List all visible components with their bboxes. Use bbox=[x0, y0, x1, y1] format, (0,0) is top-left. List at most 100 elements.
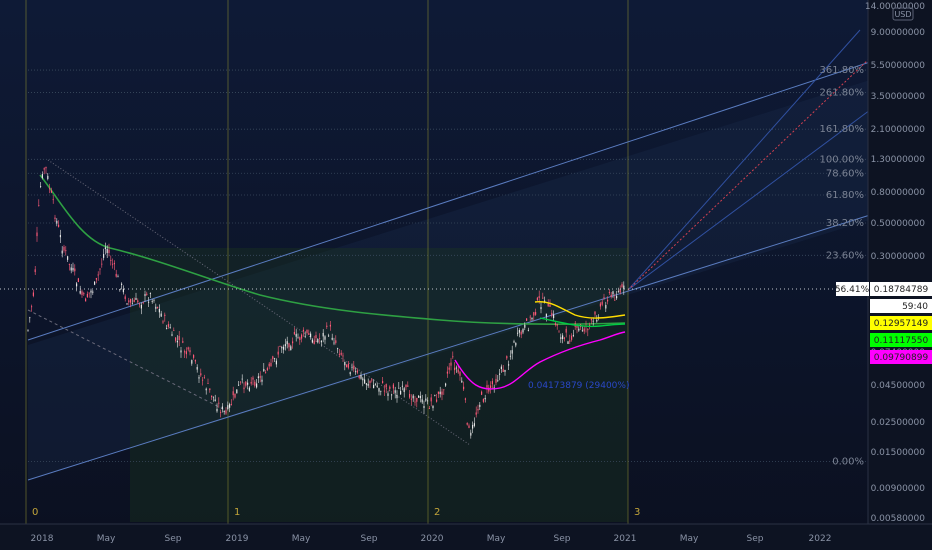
candle-body bbox=[308, 333, 310, 335]
candle-body bbox=[470, 432, 472, 436]
candle-body bbox=[103, 254, 105, 258]
candle-body bbox=[567, 341, 569, 344]
candle-body bbox=[266, 368, 268, 371]
candle-body bbox=[259, 376, 261, 378]
candle-body bbox=[455, 367, 457, 369]
y-tick-label: 14.00000000 bbox=[865, 2, 925, 12]
candle-body bbox=[551, 312, 553, 316]
candle-body bbox=[72, 268, 74, 271]
candle-body bbox=[590, 319, 592, 321]
candle-body bbox=[358, 375, 360, 379]
currency-button[interactable] bbox=[892, 7, 914, 21]
x-tick-label: 2019 bbox=[226, 534, 249, 544]
magenta-ma-box bbox=[870, 350, 932, 364]
candle-body bbox=[511, 350, 513, 354]
fib-percent-label: 56.41% bbox=[835, 285, 870, 295]
candle-body bbox=[301, 334, 303, 339]
x-tick-label: May bbox=[487, 534, 506, 544]
green-moving-average bbox=[539, 317, 626, 328]
candle-body bbox=[77, 278, 79, 283]
candle-body bbox=[452, 356, 454, 358]
candle-body bbox=[38, 205, 40, 206]
fib-diagonal-a bbox=[627, 29, 861, 291]
y-axis-panel[interactable] bbox=[868, 0, 932, 524]
candle-body bbox=[113, 263, 115, 265]
candle-body bbox=[252, 377, 254, 380]
candle-body bbox=[133, 299, 135, 303]
candle-body bbox=[135, 298, 137, 300]
green-ma-box bbox=[870, 333, 932, 347]
candle-body bbox=[169, 327, 171, 329]
candle-body bbox=[211, 395, 213, 398]
candle-body bbox=[59, 235, 61, 238]
x-tick-label: 2021 bbox=[614, 534, 637, 544]
candle-body bbox=[603, 297, 605, 299]
candle-body bbox=[340, 352, 342, 355]
candle-body bbox=[441, 391, 443, 395]
candle-body bbox=[475, 412, 477, 415]
candle-body bbox=[353, 365, 355, 370]
candle-body bbox=[265, 372, 267, 374]
candle-body bbox=[506, 356, 508, 359]
candle-body bbox=[502, 369, 504, 372]
candle-body bbox=[299, 337, 301, 341]
candle-body bbox=[277, 351, 279, 355]
last-price-box bbox=[870, 282, 932, 296]
candle-body bbox=[63, 246, 65, 251]
candle-body bbox=[576, 326, 578, 328]
candle-body bbox=[67, 256, 69, 260]
candle-body bbox=[212, 396, 214, 398]
candle-body bbox=[302, 329, 304, 332]
candle-body bbox=[437, 391, 439, 394]
candle-body bbox=[27, 329, 29, 331]
candle-body bbox=[371, 379, 373, 381]
candle-body bbox=[178, 336, 180, 341]
candle-body bbox=[49, 188, 51, 190]
cycle-label: 1 bbox=[234, 507, 240, 518]
candle-body bbox=[207, 383, 209, 384]
candle-body bbox=[162, 321, 164, 323]
candle-body bbox=[428, 408, 430, 410]
candle-body bbox=[313, 340, 315, 345]
candle-body bbox=[306, 329, 308, 333]
candle-body bbox=[565, 328, 567, 333]
candle-body bbox=[473, 423, 475, 426]
x-tick-label: May bbox=[680, 534, 699, 544]
candle-body bbox=[92, 291, 94, 293]
x-axis-panel[interactable] bbox=[0, 524, 932, 550]
candle-body bbox=[202, 379, 204, 381]
candle-body bbox=[153, 299, 155, 301]
candle-body bbox=[493, 387, 495, 389]
x-tick-label: 2020 bbox=[421, 534, 444, 544]
candle-body bbox=[194, 360, 196, 362]
candle-body bbox=[144, 294, 146, 296]
fib-level-label: 161.80% bbox=[820, 124, 865, 135]
candle-body bbox=[486, 385, 488, 388]
candle-body bbox=[414, 401, 416, 403]
candle-body bbox=[304, 335, 306, 337]
magenta-moving-average bbox=[454, 331, 626, 390]
candle-body bbox=[396, 395, 398, 399]
x-tick-label: 2022 bbox=[809, 534, 832, 544]
candle-body bbox=[392, 384, 394, 389]
candle-body bbox=[482, 398, 484, 402]
candle-body bbox=[616, 296, 618, 299]
candle-body bbox=[272, 356, 274, 360]
candle-body bbox=[104, 247, 106, 249]
candle-body bbox=[216, 408, 218, 412]
candle-body bbox=[389, 386, 391, 389]
candle-body bbox=[531, 317, 533, 320]
candle-body bbox=[446, 371, 448, 374]
y-tick-label: 0.04500000 bbox=[871, 381, 926, 391]
candle-body bbox=[106, 249, 108, 253]
candle-body bbox=[180, 350, 182, 353]
candle-body bbox=[131, 303, 133, 305]
last-price-label: 0.18784789 bbox=[874, 285, 929, 295]
candle-body bbox=[374, 384, 376, 386]
candle-body bbox=[432, 405, 434, 409]
candle-body bbox=[297, 337, 299, 339]
candle-body bbox=[261, 379, 263, 382]
candle-body bbox=[218, 402, 220, 404]
candle-body bbox=[230, 404, 232, 406]
